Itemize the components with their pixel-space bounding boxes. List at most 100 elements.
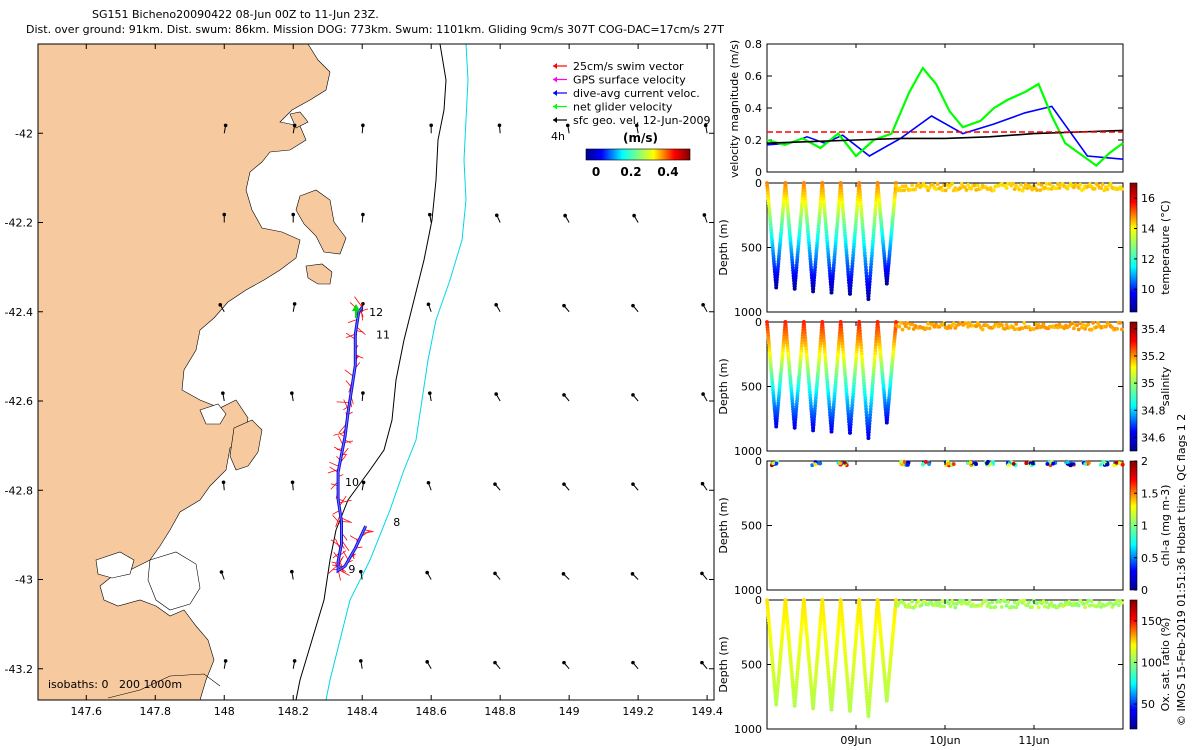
salinity-point — [846, 411, 851, 416]
oxygen-point — [809, 690, 814, 694]
salinity-point — [814, 387, 819, 392]
temperature-point — [804, 208, 809, 213]
temperature-point — [872, 224, 877, 229]
oxygen-point — [786, 629, 791, 634]
salinity-point — [862, 384, 867, 388]
salinity-point — [836, 347, 841, 352]
temperature-point — [852, 244, 856, 249]
temperature-point — [851, 256, 855, 260]
oxygen-point — [870, 667, 874, 672]
oxygen-point — [815, 660, 819, 665]
salinity-point — [818, 339, 823, 343]
legend-4h-label: 4h — [551, 130, 565, 143]
salinity-point — [826, 394, 831, 398]
salinity-point — [843, 370, 847, 374]
salinity-point — [787, 370, 792, 375]
swim-vector — [342, 551, 349, 561]
salinity-point — [964, 321, 969, 326]
map-x-tick-label: 148.6 — [415, 705, 447, 718]
salinity-point — [833, 385, 838, 390]
oxygen-point — [859, 624, 864, 628]
salinity-point — [1091, 321, 1095, 325]
temperature-point — [807, 246, 812, 250]
temperature-point — [908, 187, 913, 192]
oxygen-y-tick: 500 — [741, 659, 762, 672]
oxygen-point — [852, 656, 857, 661]
oxygen-point — [799, 629, 803, 634]
temperature-point — [852, 233, 857, 238]
temperature-point — [958, 186, 962, 191]
oxygen-point — [859, 621, 863, 626]
oxygen-point — [807, 660, 812, 665]
salinity-point — [806, 377, 811, 381]
temperature-point — [838, 181, 843, 185]
salinity-point — [838, 320, 843, 324]
salinity-point — [837, 336, 842, 341]
temperature-point — [862, 245, 867, 249]
salinity-point — [798, 357, 803, 361]
oxygen-point — [805, 641, 810, 646]
salinity-point — [809, 404, 813, 408]
oxygen-point — [872, 635, 877, 640]
oxygen-point — [837, 617, 841, 622]
oxygen-point — [862, 662, 867, 666]
oxygen-point — [983, 598, 988, 603]
temperature-ylabel: Depth (m) — [717, 219, 730, 275]
salinity-point — [844, 383, 848, 388]
oxygen-point — [872, 641, 877, 646]
salinity-point — [862, 389, 867, 394]
oxygen-point — [790, 682, 795, 687]
temperature-point — [868, 268, 873, 272]
geo-velocity-arrow — [493, 571, 501, 580]
salinity-colorbar — [1129, 321, 1138, 452]
temperature-point — [812, 275, 817, 280]
temperature-y-tick: 0 — [755, 177, 762, 190]
temperature-point — [867, 288, 871, 293]
temperature-point — [866, 294, 871, 299]
oxygen-point — [863, 673, 868, 678]
salinity-point — [802, 320, 806, 324]
oxygen-point — [871, 650, 876, 655]
salinity-point — [864, 404, 868, 409]
salinity-point — [842, 367, 847, 371]
oxygen-point — [826, 669, 831, 674]
temperature-point — [849, 275, 854, 280]
salinity-point — [777, 393, 781, 397]
geo-velocity-arrow — [221, 480, 226, 491]
temperature-point — [837, 200, 841, 205]
salinity-point — [870, 384, 875, 388]
chla-point — [973, 461, 978, 466]
temperature-point — [831, 271, 835, 276]
oxygen-point — [822, 625, 827, 630]
oxygen-point — [860, 638, 865, 643]
oxygen-point — [838, 598, 843, 602]
oxygen-point — [1014, 605, 1019, 610]
salinity-point — [767, 351, 772, 356]
oxygen-point — [807, 663, 812, 667]
velocity-y-tick: 0.4 — [745, 102, 763, 115]
salinity-point — [839, 325, 844, 330]
salinity-point — [789, 386, 794, 390]
temperature-point — [840, 200, 845, 205]
salinity-point — [910, 322, 914, 326]
oxygen-point — [845, 673, 849, 677]
salinity-point — [872, 354, 877, 359]
salinity-point — [872, 363, 877, 368]
figure-title-line1: SG151 Bicheno20090422 08-Jun 00Z to 11-J… — [92, 8, 379, 21]
salinity-point — [806, 374, 811, 379]
salinity-point — [855, 345, 859, 349]
oxygen-point — [846, 684, 850, 688]
salinity-point — [836, 350, 841, 355]
oxygen-point — [834, 644, 839, 649]
salinity-point — [872, 360, 877, 365]
chla-point — [1114, 460, 1119, 465]
oxygen-point — [867, 708, 871, 713]
temperature-point — [979, 186, 983, 191]
salinity-point — [854, 358, 858, 363]
oxygen-point — [859, 627, 864, 631]
oxygen-point — [834, 647, 839, 652]
oxygen-point — [839, 606, 844, 611]
salinity-point — [897, 324, 902, 329]
salinity-point — [866, 436, 871, 440]
oxygen-point — [832, 674, 837, 679]
